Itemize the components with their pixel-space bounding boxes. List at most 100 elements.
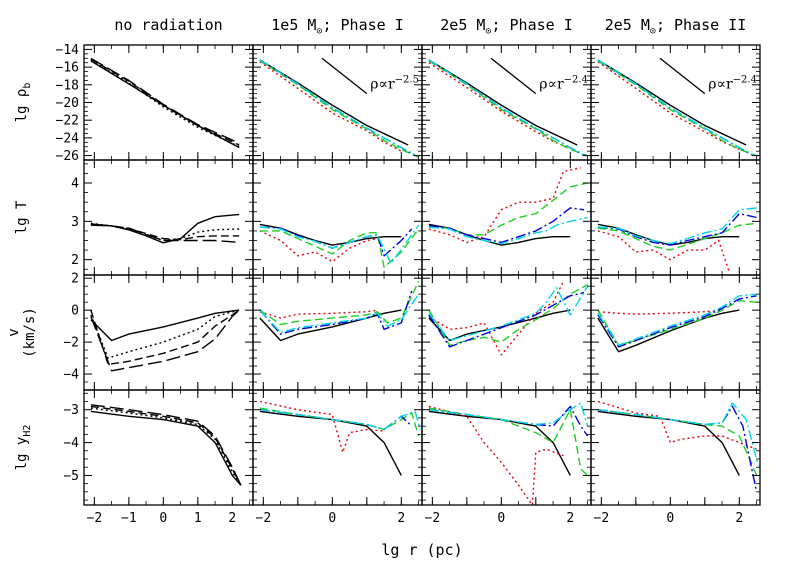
series-blue-T-1 <box>259 226 413 257</box>
powerlaw-guide-line-3 <box>659 57 706 95</box>
column-title-2: 2e5 M⊙; Phase I <box>440 16 572 37</box>
series-solid-yH2-0 <box>90 410 242 486</box>
ytick-label-yH2-1: −4 <box>63 436 79 451</box>
powerlaw-guide-line-2 <box>490 57 537 95</box>
panel-rho-1: ρ∝r−2.5 <box>252 44 423 161</box>
svg-text:lg yH2: lg yH2 <box>14 425 33 471</box>
series-cyan-rho-3 <box>597 59 754 156</box>
panel-frame-yH2-1 <box>252 389 423 506</box>
series-cyan-T-3 <box>597 207 757 245</box>
panel-T-2 <box>421 159 592 276</box>
column-title-3: 2e5 M⊙; Phase II <box>605 16 747 37</box>
ytick-label-yH2-2: −3 <box>63 403 79 418</box>
series-dotted-v-0 <box>90 309 240 359</box>
svg-text:v: v <box>6 328 22 336</box>
svg-text:lg ρb: lg ρb <box>14 83 33 123</box>
xtick-label-0-0: −2 <box>87 511 103 526</box>
series-red-v-3 <box>597 309 723 315</box>
series-dashed-v-0 <box>90 309 240 366</box>
panel-frame-yH2-2 <box>421 389 592 506</box>
xtick-label-1-2: 2 <box>397 511 405 526</box>
series-cyan-yH2-3 <box>597 402 759 466</box>
series-green-v-1 <box>259 281 420 326</box>
panel-frame-T-2 <box>421 159 592 276</box>
series-cyan-v-2 <box>428 285 589 342</box>
panel-v-0 <box>83 274 254 391</box>
ytick-label-rho-4: −18 <box>56 78 79 93</box>
panel-frame-rho-2 <box>421 44 592 161</box>
ytick-label-v-3: 2 <box>71 272 79 287</box>
xtick-label-0-2: 0 <box>159 511 167 526</box>
series-cyan-v-3 <box>597 293 757 346</box>
series-black-v-2 <box>428 309 571 342</box>
series-black-yH2-2 <box>428 410 571 476</box>
xtick-label-2-2: 2 <box>566 511 574 526</box>
series-dotted-rho-0 <box>90 59 240 148</box>
ytick-label-v-2: 0 <box>71 304 79 319</box>
series-dashed-yH2-0 <box>90 405 242 486</box>
ytick-label-rho-0: −26 <box>56 149 79 164</box>
series-red-yH2-3 <box>597 400 757 450</box>
ytick-label-v-1: −2 <box>63 336 79 351</box>
xtick-label-1-0: −2 <box>256 511 272 526</box>
panel-yH2-3 <box>590 389 761 506</box>
panel-v-1 <box>252 274 423 391</box>
powerlaw-label-2: ρ∝r−2.4 <box>539 74 588 92</box>
ylabel-yH2: lg yH2 <box>14 425 33 471</box>
xtick-label-2-0: −2 <box>425 511 441 526</box>
panel-frame-rho-0 <box>83 44 254 161</box>
series-blue-yH2-3 <box>597 405 758 493</box>
ytick-label-rho-1: −24 <box>56 131 80 146</box>
series-green-T-2 <box>428 182 588 236</box>
series-red-T-3 <box>597 230 730 272</box>
ytick-label-rho-5: −16 <box>56 61 79 76</box>
series-red-v-2 <box>428 281 565 356</box>
series-black-yH2-1 <box>259 410 402 476</box>
ytick-label-v-0: −4 <box>63 368 79 383</box>
panel-frame-yH2-0 <box>83 389 254 506</box>
xtick-label-0-1: −1 <box>121 511 137 526</box>
panel-v-3 <box>590 274 761 391</box>
series-black-v-3 <box>597 309 740 353</box>
xtick-label-3-0: −2 <box>594 511 610 526</box>
series-blue-v-3 <box>597 295 757 348</box>
series-dashed-rho-0 <box>90 58 240 146</box>
panel-v-2 <box>421 274 592 391</box>
panel-rho-3: ρ∝r−2.4 <box>590 44 761 161</box>
ytick-label-yH2-0: −5 <box>63 469 79 484</box>
panel-rho-0 <box>83 44 254 161</box>
series-cyan-T-2 <box>428 216 588 245</box>
powerlaw-label-1: ρ∝r−2.5 <box>370 74 419 92</box>
panel-T-1 <box>252 159 423 276</box>
panel-frame-T-1 <box>252 159 423 276</box>
series-black-rho-1 <box>259 59 409 146</box>
series-blue-v-1 <box>259 290 413 335</box>
svg-text:lg T: lg T <box>14 200 30 234</box>
xtick-label-0-3: 1 <box>194 511 202 526</box>
series-green-T-3 <box>597 222 757 251</box>
series-red-v-1 <box>259 309 378 319</box>
ytick-label-T-1: 3 <box>71 215 79 230</box>
series-red-T-2 <box>428 167 581 244</box>
series-cyan-yH2-2 <box>428 402 589 427</box>
panel-frame-rho-3 <box>590 44 761 161</box>
ytick-label-T-0: 2 <box>71 253 79 268</box>
xtick-label-3-1: 0 <box>666 511 674 526</box>
ytick-label-rho-6: −14 <box>56 43 80 58</box>
xlabel: lg r (pc) <box>381 541 462 559</box>
series-black-yH2-3 <box>597 410 740 476</box>
xtick-label-3-2: 2 <box>735 511 743 526</box>
series-green-v-2 <box>428 283 588 346</box>
panel-frame-T-0 <box>83 159 254 276</box>
ylabel-rho: lg ρb <box>14 83 33 123</box>
series-cyan-rho-2 <box>428 59 585 156</box>
panel-frame-v-0 <box>83 274 254 391</box>
series-green-yH2-1 <box>259 407 420 437</box>
series-red-T-1 <box>259 230 378 263</box>
powerlaw-label-3: ρ∝r−2.4 <box>708 74 757 92</box>
panel-frame-T-3 <box>590 159 761 276</box>
series-cyan-yH2-1 <box>259 409 421 431</box>
panel-yH2-2 <box>421 389 592 506</box>
series-long-dash-v-0 <box>90 309 240 372</box>
